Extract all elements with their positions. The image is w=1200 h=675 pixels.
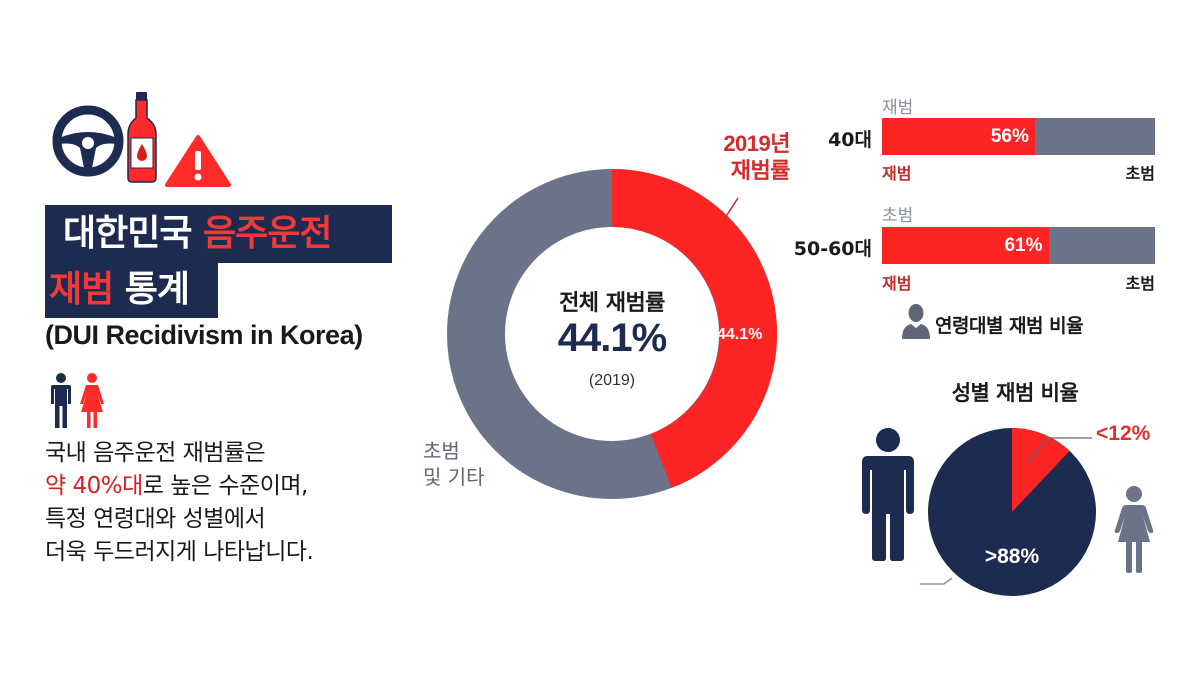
- donut-callout: 2019년 재범률: [690, 130, 790, 184]
- donut-callout-label: 재범률: [730, 158, 791, 183]
- title-dui: 음주운전: [203, 213, 332, 254]
- bar1-row-label: 40대: [828, 129, 872, 151]
- pie-male-label: >88%: [984, 545, 1040, 568]
- donut-recidivism-segment: [612, 168, 778, 488]
- page-subtitle: (DUI Recidivism in Korea): [45, 320, 363, 350]
- description-line2: 약 40%대로 높은 수준이며,: [45, 470, 313, 503]
- donut-slice-label: 44.1%: [717, 326, 763, 343]
- description-line2-rest: 로 높은 수준이며,: [142, 473, 309, 499]
- steering-wheel-icon: [52, 105, 124, 177]
- donut-center-year: (2019): [588, 372, 636, 389]
- female-figure-icon: [80, 373, 104, 428]
- bar1-stacked-bar: 56%: [882, 118, 1155, 155]
- donut-other-label: 초범 및 기타: [423, 438, 485, 490]
- gender-pie-chart: [920, 428, 1096, 596]
- description-line4: 더욱 두드러지게 나타납니다.: [45, 539, 314, 565]
- donut-center-label: 전체 재범률: [559, 291, 665, 316]
- bar1-recidivism-fill: [882, 118, 1035, 155]
- bar2-top-label: 초범: [882, 206, 914, 226]
- bar2-left-label: 재범: [882, 274, 912, 293]
- age-chart-caption: 연령대별 재범 비율: [935, 315, 1084, 337]
- title-statistics: 통계: [124, 269, 190, 310]
- bar2-pct-label: 61%: [1004, 235, 1043, 256]
- page-title-line2: 재범 통계: [45, 262, 218, 318]
- donut-center-value: 44.1%: [557, 316, 667, 360]
- bar1-left-label: 재범: [882, 164, 912, 183]
- donut-other-line2: 및 기타: [423, 465, 485, 489]
- page-title-line1: 대한민국 음주운전: [45, 205, 392, 263]
- person-icon: [902, 304, 930, 339]
- recidivism-donut-chart: [447, 168, 778, 499]
- description-highlight: 약 40%대: [45, 473, 143, 499]
- bar1-pct-label: 56%: [990, 126, 1029, 147]
- male-figure-icon: [51, 373, 71, 428]
- bar1-top-label: 재범: [882, 98, 914, 118]
- description-line3: 특정 연령대와 성별에서: [45, 506, 266, 532]
- warning-triangle-icon: [165, 135, 231, 187]
- bar2-recidivism-fill: [882, 227, 1049, 264]
- pie-female-segment: [1012, 428, 1070, 512]
- title-recidivism: 재범: [49, 269, 114, 310]
- title-korea: 대한민국: [63, 213, 192, 254]
- gender-chart-title: 성별 재범 비율: [951, 381, 1079, 405]
- bar2-row-label: 50-60대: [793, 238, 872, 260]
- description-line1: 국내 음주운전 재범률은: [45, 440, 266, 466]
- bar2-stacked-bar: 61%: [882, 227, 1155, 264]
- bar2-right-label: 초범: [1125, 274, 1155, 293]
- bar1-right-label: 초범: [1125, 164, 1155, 183]
- description-text: 국내 음주운전 재범률은 약 40%대로 높은 수준이며, 특정 연령대와 성별…: [45, 437, 314, 569]
- donut-callout-year: 2019년: [723, 131, 790, 156]
- female-figure-large-icon: [1114, 486, 1154, 573]
- pie-female-label: <12%: [1096, 422, 1151, 445]
- soju-bottle-icon: [127, 92, 157, 183]
- male-figure-large-icon: [862, 428, 914, 561]
- donut-other-line1: 초범: [423, 439, 460, 463]
